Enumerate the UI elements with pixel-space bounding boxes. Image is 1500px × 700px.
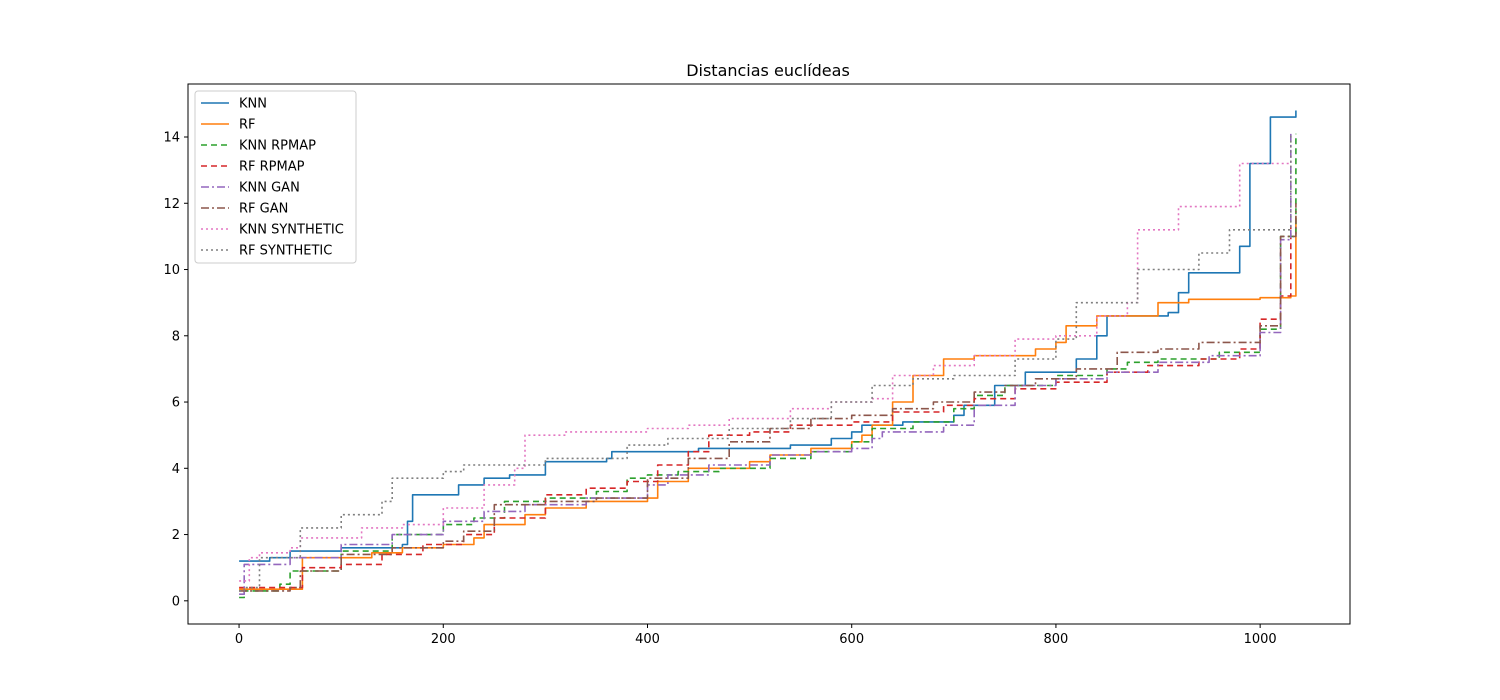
legend-label-4: KNN GAN — [239, 181, 300, 196]
series-line-4 — [239, 133, 1292, 595]
y-tick-label: 6 — [172, 396, 180, 411]
legend-label-6: KNN SYNTHETIC — [239, 223, 344, 238]
legend-label-2: KNN RPMAP — [239, 139, 316, 154]
series-line-7 — [239, 133, 1292, 592]
legend-label-5: RF GAN — [239, 202, 288, 217]
series-line-0 — [239, 110, 1297, 562]
y-axis: 0 2 4 6 8 10 12 14 — [163, 131, 188, 609]
x-tick-label: 200 — [431, 632, 456, 647]
y-tick-label: 8 — [172, 329, 180, 344]
y-tick-label: 10 — [163, 263, 180, 278]
series-line-1 — [239, 216, 1297, 590]
y-tick-label: 0 — [172, 594, 180, 609]
legend-label-7: RF SYNTHETIC — [239, 244, 332, 259]
x-tick-label: 600 — [839, 632, 864, 647]
x-tick-label: 0 — [235, 632, 243, 647]
y-tick-label: 14 — [163, 131, 180, 146]
legend: KNN RF KNN RPMAP RF RPMAP KNN GAN RF GAN KNN S… — [194, 90, 357, 264]
x-tick-label: 1000 — [1244, 632, 1277, 647]
chart-title: Distancias euclídeas — [686, 61, 850, 80]
series-line-5 — [239, 203, 1297, 592]
series-line-3 — [239, 226, 1292, 589]
x-tick-label: 800 — [1044, 632, 1069, 647]
series-layer — [239, 110, 1297, 599]
y-tick-label: 12 — [163, 197, 180, 212]
legend-label-0: KNN — [239, 97, 267, 112]
x-axis: 0 200 400 600 800 1000 — [235, 624, 1277, 647]
legend-label-1: RF — [239, 118, 256, 133]
legend-label-3: RF RPMAP — [239, 160, 305, 175]
y-tick-label: 4 — [172, 462, 180, 477]
axes-frame — [187, 83, 1351, 625]
y-tick-label: 2 — [172, 528, 180, 543]
x-tick-label: 400 — [635, 632, 660, 647]
legend-box — [194, 90, 357, 264]
